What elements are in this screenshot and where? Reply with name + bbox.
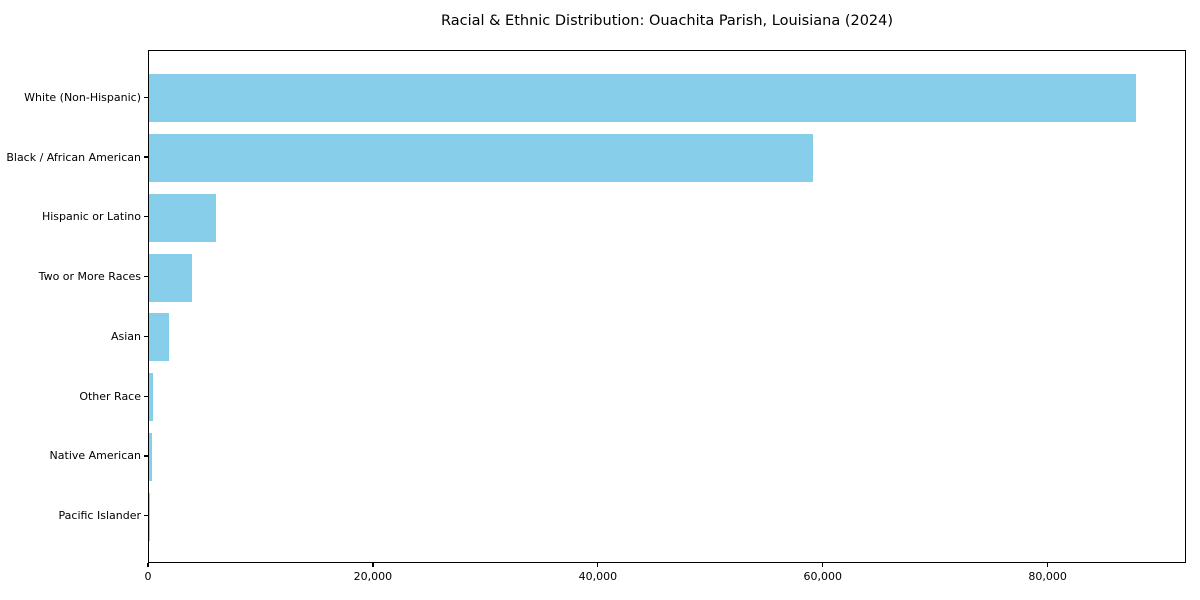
x-tick-mark (1047, 563, 1049, 567)
y-tick-label-white-non-hispanic: White (Non-Hispanic) (24, 90, 141, 104)
y-tick-mark (144, 156, 148, 158)
y-tick-mark (144, 335, 148, 337)
y-tick-label-asian: Asian (110, 329, 141, 343)
y-tick-label-pacific-islander: Pacific Islander (58, 509, 141, 523)
bar-asian (149, 313, 170, 362)
bar-hispanic-or-latino (149, 193, 217, 242)
bar-black-african-american (149, 134, 813, 183)
y-tick-mark (144, 395, 148, 397)
y-tick-label-other-race: Other Race (79, 389, 141, 403)
x-tick-mark (147, 563, 149, 567)
bar-other-race (149, 373, 154, 422)
x-tick-mark (372, 563, 374, 567)
chart-title: Racial & Ethnic Distribution: Ouachita P… (440, 13, 894, 29)
y-tick-mark (144, 455, 148, 457)
bar-pacific-islander (149, 492, 150, 541)
x-tick-mark (597, 563, 599, 567)
x-tick-mark (822, 563, 824, 567)
y-tick-label-two-or-more-races: Two or More Races (38, 270, 141, 284)
y-tick-label-native-american: Native American (49, 449, 141, 463)
plot-area (148, 50, 1186, 563)
y-tick-mark (144, 276, 148, 278)
x-tick-label-60000: 60,000 (803, 570, 843, 583)
y-tick-mark (144, 96, 148, 98)
x-tick-label-0: 0 (144, 570, 152, 583)
y-tick-label-hispanic-or-latino: Hispanic or Latino (41, 210, 141, 224)
bar-native-american (149, 432, 152, 481)
y-tick-label-black-african-american: Black / African American (6, 150, 141, 164)
x-tick-label-20000: 20,000 (353, 570, 393, 583)
y-tick-mark (144, 515, 148, 517)
bar-two-or-more-races (149, 253, 192, 302)
x-tick-label-80000: 80,000 (1028, 570, 1067, 583)
x-tick-label-40000: 40,000 (578, 570, 618, 583)
y-tick-mark (144, 216, 148, 218)
bar-white-non-hispanic (149, 74, 1137, 123)
